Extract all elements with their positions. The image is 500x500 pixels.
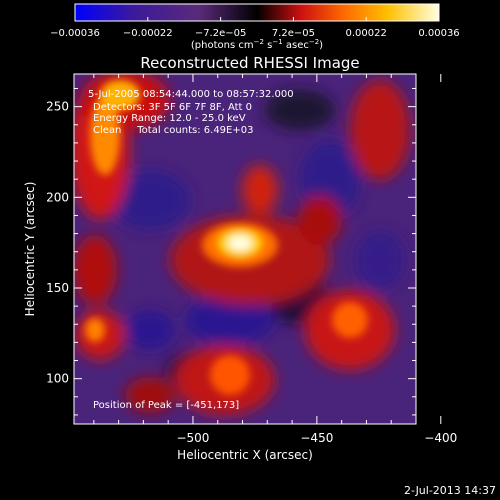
peak-position-label: Position of Peak = [-451,173] bbox=[93, 400, 239, 411]
colorbar-tick-label: 0.00022 bbox=[346, 28, 387, 39]
x-tick-label: −500 bbox=[176, 431, 209, 445]
colorbar-tick-label: −0.00022 bbox=[123, 28, 173, 39]
colorbar-tick-label: 0.00036 bbox=[418, 28, 459, 39]
info-line-energy: Energy Range: 12.0 - 25.0 keV bbox=[93, 113, 246, 124]
y-tick-label: 150 bbox=[46, 281, 69, 295]
x-tick-label: −400 bbox=[424, 431, 457, 445]
y-axis-ticks: 100 150 200 250 bbox=[46, 88, 416, 416]
colorbar-ticks: −0.00036 −0.00022 −7.2e−05 7.2e−05 0.00022 0.… bbox=[50, 17, 460, 39]
info-line-counts: Clean Total counts: 6.49E+03 bbox=[93, 125, 253, 136]
y-tick-label: 100 bbox=[46, 372, 69, 386]
info-line-detectors: Detectors: 3F 5F 6F 7F 8F, Att 0 bbox=[93, 102, 252, 113]
colorbar-frame bbox=[74, 3, 440, 22]
y-tick-label: 200 bbox=[46, 190, 69, 204]
colorbar-tick-label: 7.2e−05 bbox=[272, 28, 315, 39]
colorbar-tick-label: −0.00036 bbox=[50, 28, 100, 39]
colorbar-gradient bbox=[75, 4, 439, 21]
colorbar-unit-label: (photons cm−2 s−1 asec−2) bbox=[191, 38, 323, 51]
info-line-time: 5-Jul-2005 08:54:44.000 to 08:57:32.000 bbox=[88, 89, 294, 100]
x-tick-label: −450 bbox=[300, 431, 333, 445]
chart-title: Reconstructed RHESSI Image bbox=[140, 54, 359, 72]
x-axis-label: Heliocentric X (arcsec) bbox=[177, 448, 313, 462]
y-axis-label: Heliocentric Y (arcsec) bbox=[23, 182, 37, 317]
colorbar: −0.00036 −0.00022 −7.2e−05 7.2e−05 0.00022 0.… bbox=[50, 3, 460, 51]
colorbar-tick-label: −7.2e−05 bbox=[195, 28, 247, 39]
x-axis-ticks: −500 −450 −400 bbox=[93, 74, 457, 445]
info-text: 5-Jul-2005 08:54:44.000 to 08:57:32.000 … bbox=[88, 89, 294, 411]
heatmap-image bbox=[74, 74, 416, 424]
y-tick-label: 250 bbox=[46, 100, 69, 114]
plot-frame bbox=[73, 73, 417, 425]
timestamp: 2-Jul-2013 14:37 bbox=[404, 484, 496, 497]
